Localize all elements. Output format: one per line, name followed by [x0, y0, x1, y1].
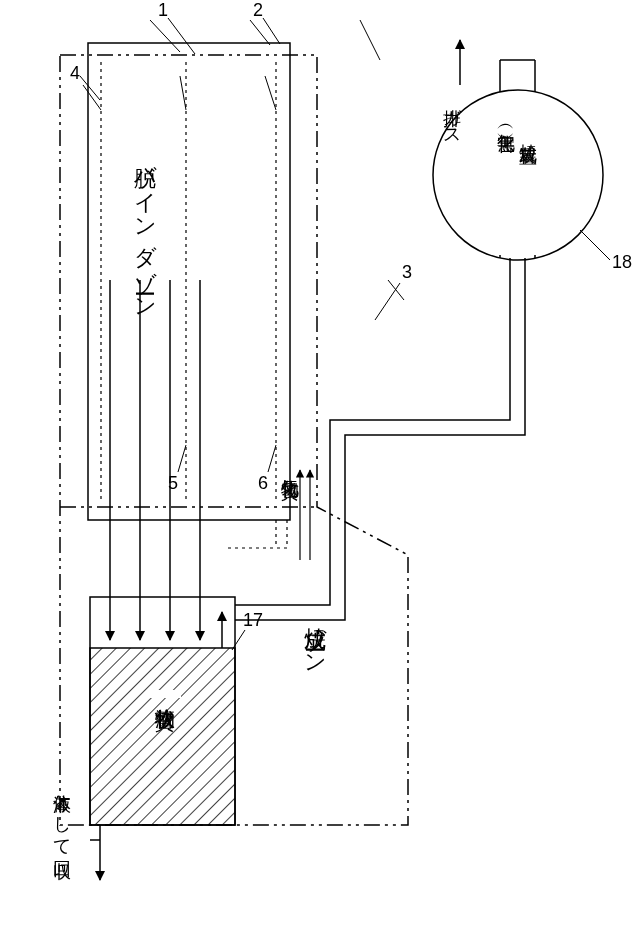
svg-rect-37 [90, 648, 235, 825]
svg-rect-50 [0, 0, 640, 20]
